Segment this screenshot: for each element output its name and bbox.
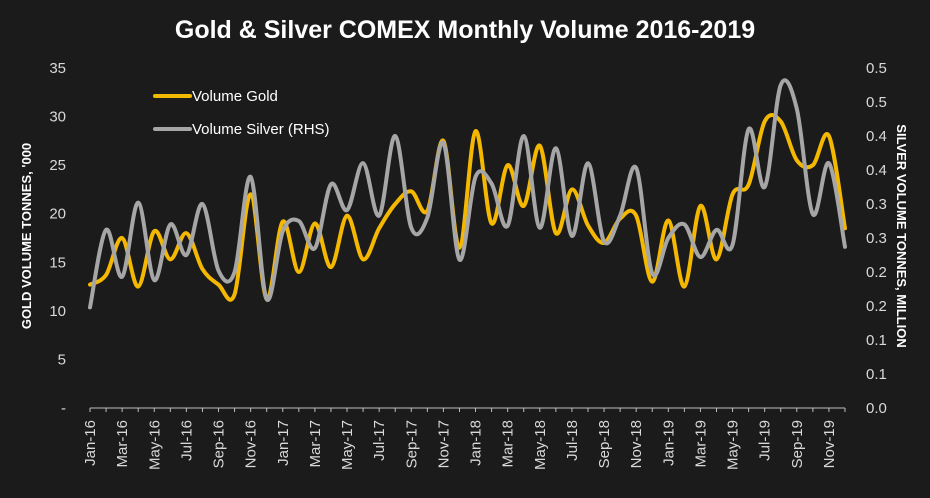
right-y-tick-label: 0.1 [866,332,887,349]
x-tick-label: Sep-16 [211,420,228,468]
x-tick-label: Jul-18 [564,420,581,461]
legend: Volume Gold Volume Silver (RHS) [153,88,330,138]
left-y-tick-label: 25 [49,157,66,174]
x-tick-label: Nov-17 [435,420,452,468]
right-y-axis: 0.0 0.1 0.1 0.2 0.2 0.3 0.3 0.4 0.4 0.5 0.5 [866,60,887,417]
silver-volume-line [88,78,847,310]
x-tick-label: Jan-19 [660,420,677,466]
x-tick-label: May-16 [146,420,163,470]
x-tick-label: Mar-17 [307,420,324,468]
x-tick-label: May-17 [339,420,356,470]
x-tick-label: Jan-18 [468,420,485,466]
gold-volume-line [88,113,847,302]
right-y-tick-label: 0.4 [866,162,887,179]
right-y-tick-label: 0.1 [866,366,887,383]
left-y-axis: - 5 10 15 20 25 30 35 [49,60,66,417]
chart-title: Gold & Silver COMEX Monthly Volume 2016-… [175,16,755,44]
left-y-tick-label: - [61,400,66,417]
right-axis-label: SILVER VOLUME TONNES, MILLION [894,124,909,347]
x-tick-label: Nov-19 [821,420,838,468]
legend-label: Volume Gold [192,88,278,105]
x-tick-label: Jul-17 [371,420,388,461]
x-tick-label: Mar-16 [114,420,131,468]
x-tick-label: Jan-16 [82,420,99,466]
right-y-tick-label: 0.5 [866,60,887,77]
x-tick-label: Jul-19 [757,420,774,461]
right-y-tick-label: 0.2 [866,264,887,281]
right-y-tick-label: 0.3 [866,196,887,213]
left-y-tick-label: 10 [49,303,66,320]
x-tick-label: May-19 [725,420,742,470]
x-axis: Jan-16 Mar-16 May-16 Jul-16 Sep-16 Nov-16 Jan-… [82,407,846,470]
left-y-tick-label: 20 [49,206,66,223]
left-y-tick-label: 30 [49,109,66,126]
x-tick-label: May-18 [532,420,549,470]
left-axis-label: GOLD VOLUME TONNES, '000 [19,143,34,329]
x-tick-label: Jul-16 [178,420,195,461]
x-tick-label: Mar-18 [500,420,517,468]
x-tick-label: Sep-19 [789,420,806,468]
right-y-tick-label: 0.4 [866,128,887,145]
x-tick-label: Nov-16 [243,420,260,468]
right-y-tick-label: 0.0 [866,400,887,417]
left-y-tick-label: 35 [49,60,66,77]
x-tick-label: Sep-17 [403,420,420,468]
series-layer [88,78,847,310]
x-tick-label: Mar-19 [692,420,709,468]
x-tick-label: Nov-18 [628,420,645,468]
legend-label: Volume Silver (RHS) [192,121,330,138]
left-y-tick-label: 5 [58,351,66,368]
x-tick-label: Sep-18 [596,420,613,468]
x-tick-label: Jan-17 [275,420,292,466]
left-y-tick-label: 15 [49,254,66,271]
right-y-tick-label: 0.2 [866,298,887,315]
right-y-tick-label: 0.3 [866,230,887,247]
right-y-tick-label: 0.5 [866,94,887,111]
